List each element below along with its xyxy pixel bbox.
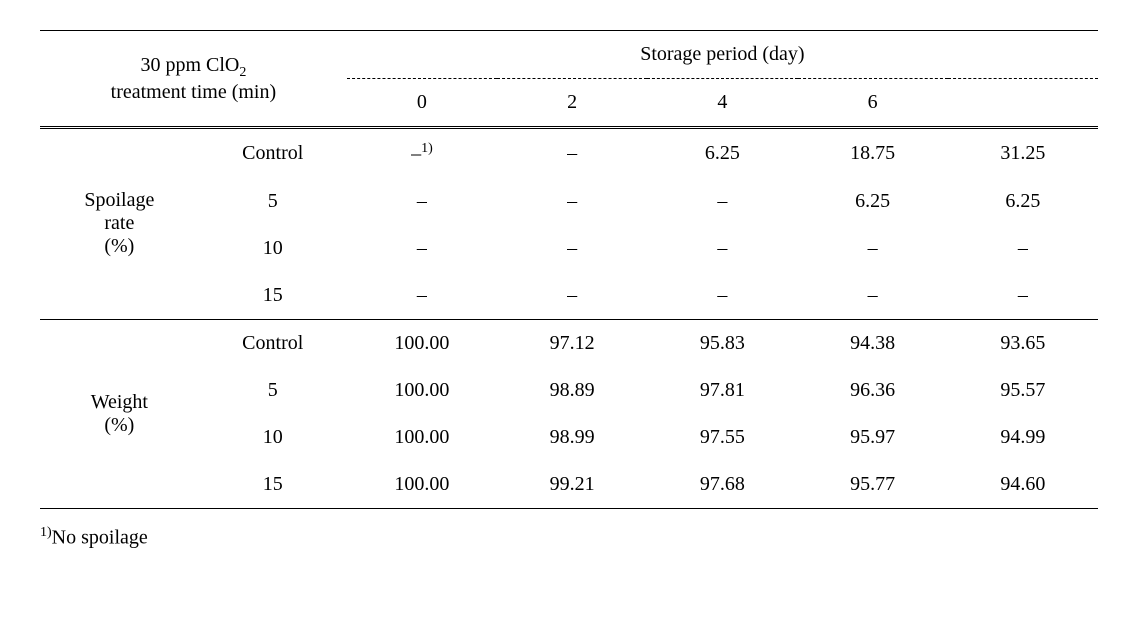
table-row: Spoilage rate (%) Control –1) – 6.25 18.… (40, 128, 1098, 178)
header-right: Storage period (day) (347, 31, 1098, 79)
table-row: 15 100.00 99.21 97.68 95.77 94.60 (40, 461, 1098, 509)
value-cell: – (497, 178, 647, 225)
value-cell: 100.00 (347, 461, 497, 509)
treatment-cell: 5 (199, 367, 347, 414)
value-cell: 100.00 (347, 319, 497, 367)
value-cell: 6.25 (948, 178, 1098, 225)
header-left-line2: treatment time (min) (111, 81, 277, 103)
data-table: 30 ppm ClO2 treatment time (min) Storage… (40, 30, 1098, 509)
value-cell: – (497, 272, 647, 320)
header-day-1: 2 (497, 79, 647, 128)
header-left-sub: 2 (239, 65, 246, 80)
value-cell: 97.12 (497, 319, 647, 367)
section-label-text: Spoilage (84, 189, 154, 211)
value-cell: 94.99 (948, 414, 1098, 461)
table-row: 10 100.00 98.99 97.55 95.97 94.99 (40, 414, 1098, 461)
value-cell: 94.38 (798, 319, 948, 367)
value-cell: 97.81 (647, 367, 797, 414)
value-cell: – (347, 178, 497, 225)
treatment-cell: 10 (199, 225, 347, 272)
table-row: 5 – – – 6.25 6.25 (40, 178, 1098, 225)
value-cell: 95.83 (647, 319, 797, 367)
section-label-weight: Weight (%) (40, 319, 199, 508)
table-row: Weight (%) Control 100.00 97.12 95.83 94… (40, 319, 1098, 367)
section-label-text: rate (104, 212, 134, 234)
value-cell: 99.21 (497, 461, 647, 509)
section-label-spoilage: Spoilage rate (%) (40, 128, 199, 320)
header-day-0: 0 (347, 79, 497, 128)
value-cell: –1) (347, 128, 497, 178)
table-row: 5 100.00 98.89 97.81 96.36 95.57 (40, 367, 1098, 414)
footnote-text: No spoilage (52, 526, 148, 548)
header-day-4 (948, 79, 1098, 128)
footnote: 1)No spoilage (40, 525, 1098, 550)
value-cell: – (647, 225, 797, 272)
treatment-cell: 5 (199, 178, 347, 225)
value-cell: 6.25 (647, 128, 797, 178)
value-text: – (411, 143, 421, 165)
value-cell: – (647, 272, 797, 320)
value-cell: – (497, 128, 647, 178)
value-cell: 18.75 (798, 128, 948, 178)
value-cell: – (798, 272, 948, 320)
value-cell: 97.55 (647, 414, 797, 461)
value-sup: 1) (421, 141, 433, 156)
value-cell: 94.60 (948, 461, 1098, 509)
value-cell: – (948, 272, 1098, 320)
treatment-cell: Control (199, 319, 347, 367)
value-cell: 95.57 (948, 367, 1098, 414)
value-cell: 97.68 (647, 461, 797, 509)
value-cell: – (497, 225, 647, 272)
treatment-cell: 15 (199, 461, 347, 509)
value-cell: – (347, 225, 497, 272)
section-label-text: Weight (91, 391, 148, 413)
value-cell: 100.00 (347, 414, 497, 461)
value-cell: – (647, 178, 797, 225)
treatment-cell: Control (199, 128, 347, 178)
value-cell: – (798, 225, 948, 272)
header-left-line1: 30 ppm ClO (140, 54, 239, 76)
value-cell: 96.36 (798, 367, 948, 414)
value-cell: 100.00 (347, 367, 497, 414)
header-row-1: 30 ppm ClO2 treatment time (min) Storage… (40, 31, 1098, 79)
value-cell: 98.89 (497, 367, 647, 414)
value-cell: 93.65 (948, 319, 1098, 367)
section-label-text: (%) (104, 235, 134, 257)
treatment-cell: 15 (199, 272, 347, 320)
table-row: 15 – – – – – (40, 272, 1098, 320)
header-day-3: 6 (798, 79, 948, 128)
header-day-2: 4 (647, 79, 797, 128)
footnote-sup: 1) (40, 525, 52, 540)
value-cell: 95.77 (798, 461, 948, 509)
table-row: 10 – – – – – (40, 225, 1098, 272)
value-cell: – (347, 272, 497, 320)
header-left: 30 ppm ClO2 treatment time (min) (40, 31, 347, 128)
data-table-container: 30 ppm ClO2 treatment time (min) Storage… (40, 30, 1098, 509)
treatment-cell: 10 (199, 414, 347, 461)
value-cell: – (948, 225, 1098, 272)
value-cell: 6.25 (798, 178, 948, 225)
value-cell: 98.99 (497, 414, 647, 461)
value-cell: 31.25 (948, 128, 1098, 178)
value-cell: 95.97 (798, 414, 948, 461)
section-label-text: (%) (104, 414, 134, 436)
